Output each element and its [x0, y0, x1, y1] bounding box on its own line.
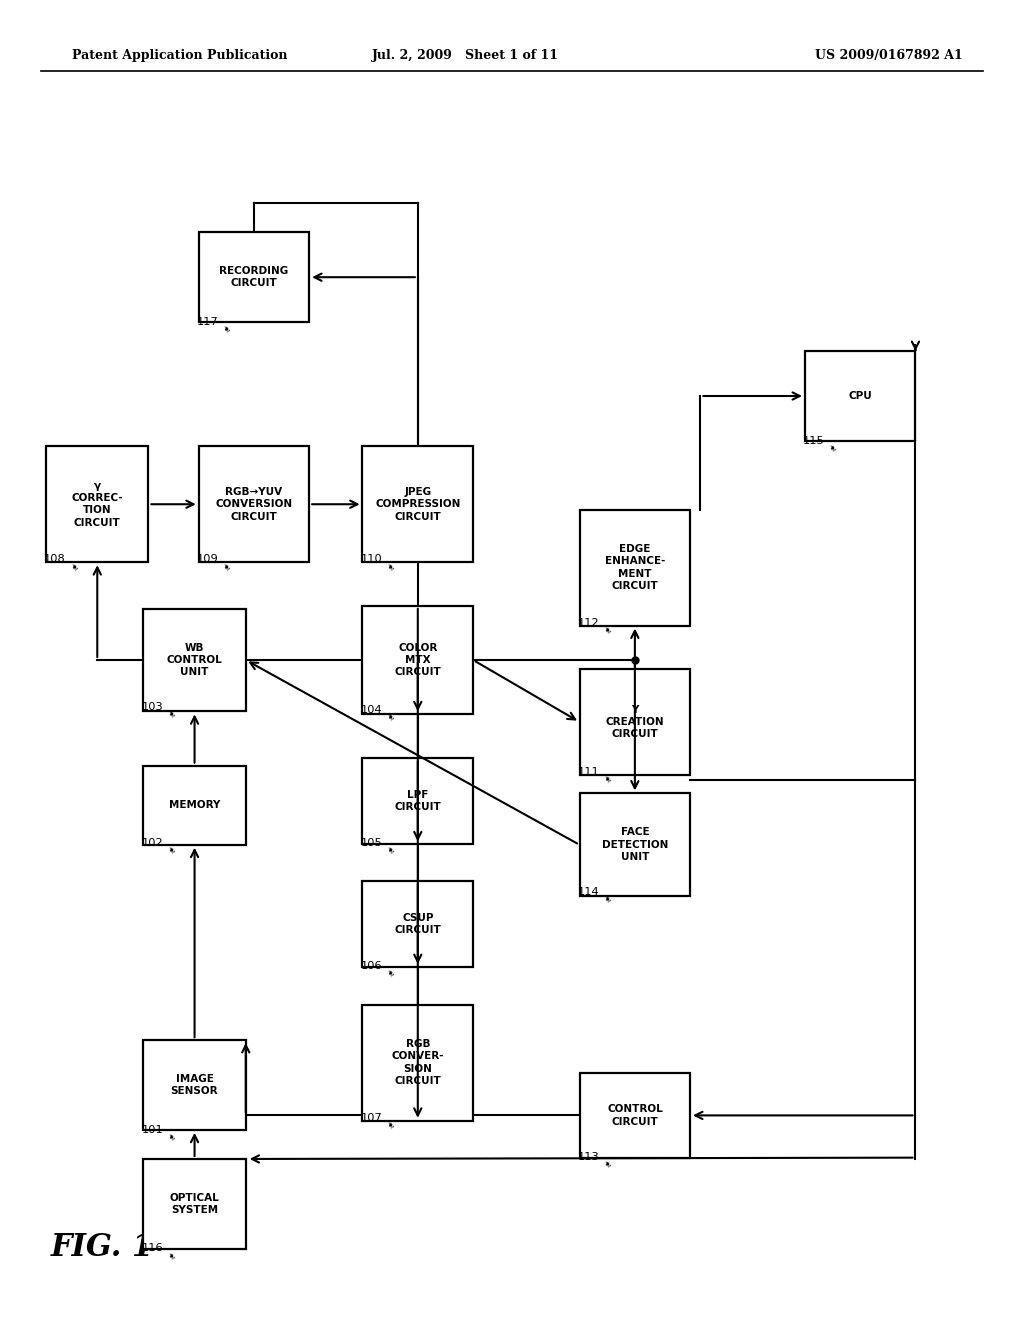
Text: ❧: ❧ — [602, 891, 614, 904]
Bar — [362, 758, 473, 845]
Text: ❧: ❧ — [827, 440, 840, 453]
Text: Y
CREATION
CIRCUIT: Y CREATION CIRCUIT — [605, 705, 665, 739]
Text: Patent Application Publication: Patent Application Publication — [72, 49, 287, 62]
Text: 114: 114 — [578, 887, 599, 898]
Text: ❧: ❧ — [602, 622, 614, 635]
Text: ❧: ❧ — [385, 558, 397, 572]
Text: ❧: ❧ — [69, 558, 81, 572]
Text: EDGE
ENHANCE-
MENT
CIRCUIT: EDGE ENHANCE- MENT CIRCUIT — [605, 544, 665, 591]
Text: ❧: ❧ — [385, 965, 397, 978]
Text: ❧: ❧ — [602, 1156, 614, 1170]
Text: CSUP
CIRCUIT: CSUP CIRCUIT — [394, 913, 441, 935]
Text: 103: 103 — [141, 702, 163, 713]
Text: ❧: ❧ — [385, 842, 397, 855]
Text: LPF
CIRCUIT: LPF CIRCUIT — [394, 791, 441, 812]
Bar — [143, 766, 246, 845]
Text: ❧: ❧ — [221, 558, 233, 572]
Bar — [143, 609, 246, 711]
Text: ❧: ❧ — [166, 1247, 178, 1261]
Bar — [46, 446, 148, 562]
Text: 105: 105 — [360, 838, 382, 849]
Text: 116: 116 — [141, 1243, 163, 1254]
Text: 106: 106 — [360, 961, 382, 972]
Text: 101: 101 — [141, 1125, 163, 1135]
Text: 102: 102 — [141, 838, 163, 849]
Bar — [143, 1040, 246, 1130]
Text: ❧: ❧ — [385, 709, 397, 722]
Text: ❧: ❧ — [166, 706, 178, 719]
Bar — [362, 1005, 473, 1121]
Text: OPTICAL
SYSTEM: OPTICAL SYSTEM — [170, 1193, 219, 1214]
Bar — [362, 446, 473, 562]
Text: 113: 113 — [578, 1152, 599, 1163]
Bar — [199, 232, 309, 322]
Bar — [199, 446, 309, 562]
Text: Jul. 2, 2009   Sheet 1 of 11: Jul. 2, 2009 Sheet 1 of 11 — [373, 49, 559, 62]
Bar — [580, 1072, 690, 1159]
Text: γ
CORREC-
TION
CIRCUIT: γ CORREC- TION CIRCUIT — [72, 480, 123, 528]
Text: CONTROL
CIRCUIT: CONTROL CIRCUIT — [607, 1105, 663, 1126]
Text: ❧: ❧ — [221, 321, 233, 334]
Text: FIG. 1: FIG. 1 — [51, 1232, 155, 1263]
Text: RECORDING
CIRCUIT: RECORDING CIRCUIT — [219, 267, 289, 288]
Text: 117: 117 — [197, 317, 218, 327]
Text: 111: 111 — [578, 767, 599, 777]
Text: 107: 107 — [360, 1113, 382, 1123]
Text: COLOR
MTX
CIRCUIT: COLOR MTX CIRCUIT — [394, 643, 441, 677]
Text: MEMORY: MEMORY — [169, 800, 220, 810]
Bar — [362, 882, 473, 966]
Text: US 2009/0167892 A1: US 2009/0167892 A1 — [815, 49, 963, 62]
Bar — [580, 793, 690, 896]
Text: WB
CONTROL
UNIT: WB CONTROL UNIT — [167, 643, 222, 677]
Text: 104: 104 — [360, 705, 382, 715]
Bar — [580, 669, 690, 775]
Bar — [362, 606, 473, 714]
Text: CPU: CPU — [848, 391, 872, 401]
Bar — [580, 510, 690, 626]
Text: RGB→YUV
CONVERSION
CIRCUIT: RGB→YUV CONVERSION CIRCUIT — [215, 487, 293, 521]
Text: ❧: ❧ — [602, 771, 614, 784]
Text: ❧: ❧ — [385, 1117, 397, 1130]
Text: IMAGE
SENSOR: IMAGE SENSOR — [171, 1074, 218, 1096]
Text: 108: 108 — [44, 554, 66, 565]
Text: 109: 109 — [197, 554, 218, 565]
Text: 110: 110 — [360, 554, 382, 565]
Text: JPEG
COMPRESSION
CIRCUIT: JPEG COMPRESSION CIRCUIT — [375, 487, 461, 521]
Text: RGB
CONVER-
SION
CIRCUIT: RGB CONVER- SION CIRCUIT — [391, 1039, 444, 1086]
Text: 112: 112 — [578, 618, 599, 628]
Bar — [143, 1159, 246, 1249]
Text: 115: 115 — [803, 436, 824, 446]
Text: FACE
DETECTION
UNIT: FACE DETECTION UNIT — [602, 828, 668, 862]
Text: ❧: ❧ — [166, 842, 178, 855]
Text: ❧: ❧ — [166, 1129, 178, 1142]
Bar — [805, 351, 915, 441]
